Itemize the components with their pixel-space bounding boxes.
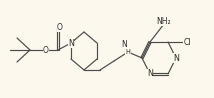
Text: H: H (126, 49, 131, 55)
Text: N: N (173, 54, 179, 63)
Text: N: N (68, 39, 74, 48)
Text: O: O (43, 45, 49, 54)
Text: N: N (121, 39, 127, 49)
Text: N: N (147, 69, 153, 78)
Text: O: O (57, 23, 63, 31)
Text: NH₂: NH₂ (157, 16, 171, 25)
Text: Cl: Cl (183, 38, 191, 46)
